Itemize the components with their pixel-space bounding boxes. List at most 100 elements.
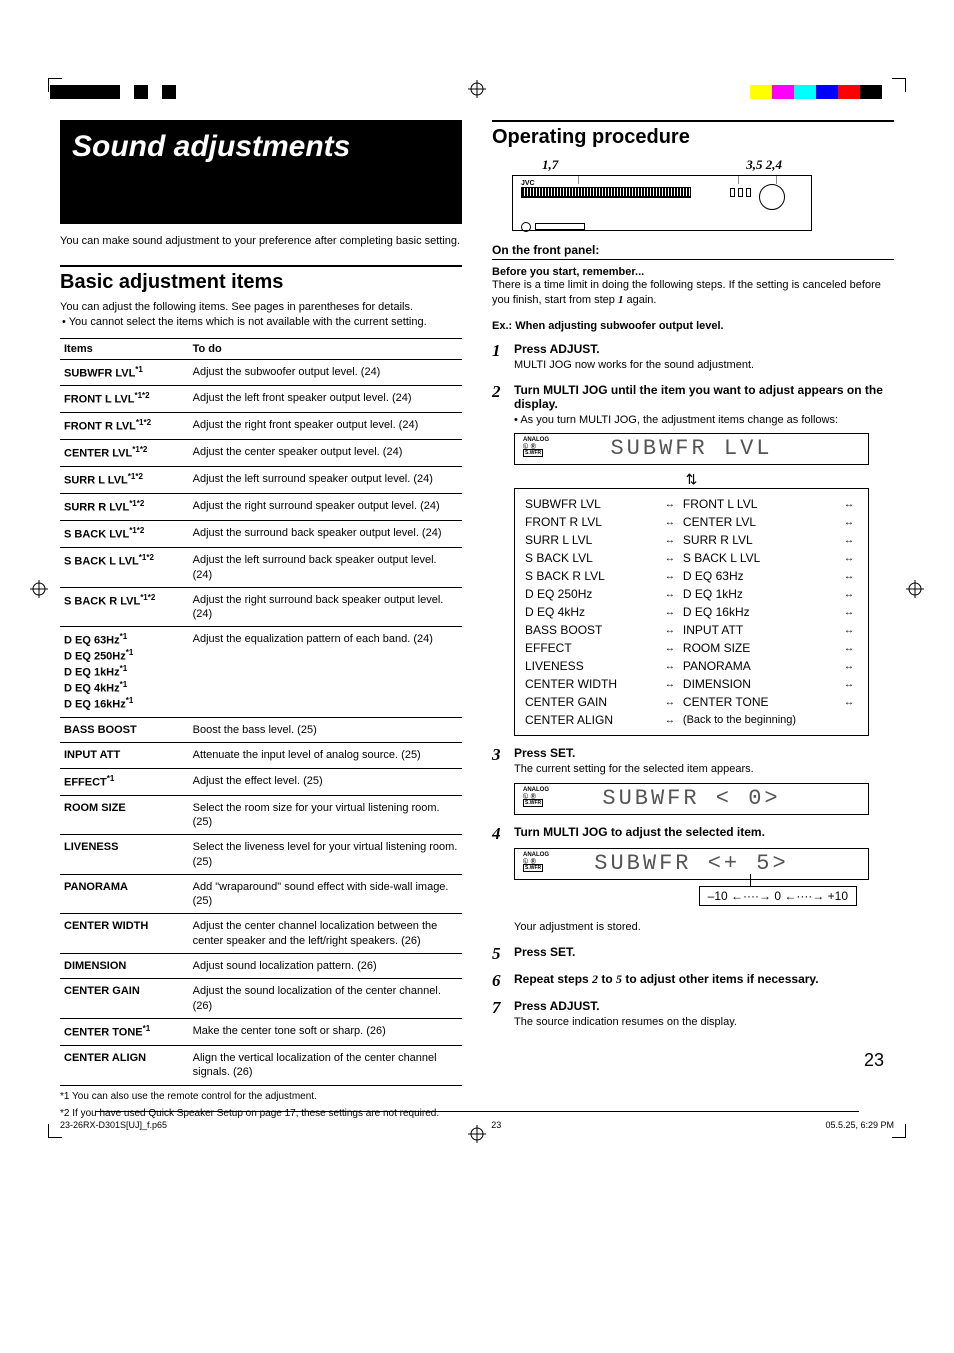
lcd-text: SUBWFR <+ 5> bbox=[523, 853, 860, 875]
step-number: 6 bbox=[492, 972, 506, 989]
item-desc: Adjust the subwoofer output level. (24) bbox=[189, 359, 462, 386]
item-name: BASS BOOST bbox=[60, 718, 189, 743]
flow-down-arrow-icon: ⇅ bbox=[514, 471, 869, 488]
flow-item: D EQ 4kHz bbox=[525, 605, 657, 619]
flow-item: D EQ 250Hz bbox=[525, 587, 657, 601]
double-arrow-icon: ↔ bbox=[661, 589, 679, 600]
flow-item: CENTER WIDTH bbox=[525, 677, 657, 691]
item-desc: Make the center tone soft or sharp. (26) bbox=[189, 1018, 462, 1045]
subhead-front-panel: On the front panel: bbox=[492, 243, 894, 260]
step-title: Press SET. bbox=[514, 945, 894, 959]
table-row: CENTER ALIGNAlign the vertical localizat… bbox=[60, 1045, 462, 1085]
footnote-2: *2 If you have used Quick Speaker Setup … bbox=[60, 1107, 462, 1120]
item-name: EFFECT*1 bbox=[60, 768, 189, 795]
double-arrow-icon: ↔ bbox=[840, 661, 858, 672]
table-row: SURR R LVL*1*2Adjust the right surround … bbox=[60, 494, 462, 521]
step-title: Press SET. bbox=[514, 746, 894, 760]
footer-pagenum: 23 bbox=[491, 1120, 501, 1130]
table-row: FRONT R LVL*1*2Adjust the right front sp… bbox=[60, 413, 462, 440]
table-row: SUBWFR LVL*1Adjust the subwoofer output … bbox=[60, 359, 462, 386]
flow-item: D EQ 16kHz bbox=[683, 605, 836, 619]
crop-mark bbox=[882, 78, 906, 102]
step-text: The source indication resumes on the dis… bbox=[514, 1015, 894, 1030]
slider-range-diagram: –10 ←····→ 0 ←····→ +10 bbox=[514, 886, 869, 920]
item-desc: Adjust the right surround back speaker o… bbox=[189, 587, 462, 627]
table-row: EFFECT*1Adjust the effect level. (25) bbox=[60, 768, 462, 795]
flow-item: FRONT R LVL bbox=[525, 515, 657, 529]
step-6: 6 Repeat steps 2 to 5 to adjust other it… bbox=[492, 972, 894, 989]
crop-mark bbox=[48, 78, 72, 102]
flow-item: S BACK LVL bbox=[525, 551, 657, 565]
item-name: PANORAMA bbox=[60, 874, 189, 914]
item-desc: Adjust the center speaker output level. … bbox=[189, 440, 462, 467]
flow-item: DIMENSION bbox=[683, 677, 836, 691]
item-desc: Add "wraparound" sound effect with side-… bbox=[189, 874, 462, 914]
item-desc: Adjust the left front speaker output lev… bbox=[189, 386, 462, 413]
device-brand: JVC bbox=[521, 180, 535, 187]
table-row: SURR L LVL*1*2Adjust the left surround s… bbox=[60, 467, 462, 494]
step-title: Press ADJUST. bbox=[514, 999, 894, 1013]
table-row: CENTER WIDTHAdjust the center channel lo… bbox=[60, 914, 462, 954]
table-row: S BACK LVL*1*2Adjust the surround back s… bbox=[60, 521, 462, 548]
double-arrow-icon: ↔ bbox=[840, 697, 858, 708]
chapter-title: Sound adjustments bbox=[72, 130, 450, 164]
item-name: SURR L LVL*1*2 bbox=[60, 467, 189, 494]
double-arrow-icon: ↔ bbox=[840, 499, 858, 510]
item-name: CENTER WIDTH bbox=[60, 914, 189, 954]
crosshair-icon bbox=[906, 580, 924, 603]
footnote-1: *1 You can also use the remote control f… bbox=[60, 1090, 462, 1103]
chapter-title-box: Sound adjustments bbox=[60, 120, 462, 224]
table-header-items: Items bbox=[60, 338, 189, 359]
device-display-icon bbox=[521, 187, 691, 198]
item-name: CENTER ALIGN bbox=[60, 1045, 189, 1085]
double-arrow-icon: ↔ bbox=[840, 589, 858, 600]
item-name: CENTER TONE*1 bbox=[60, 1018, 189, 1045]
lcd-display-1: ANALOGⓁ ⓇS.WFR SUBWFR LVL bbox=[514, 433, 869, 465]
item-name: SUBWFR LVL*1 bbox=[60, 359, 189, 386]
flow-item: S BACK R LVL bbox=[525, 569, 657, 583]
double-arrow-icon: ↔ bbox=[661, 643, 679, 654]
crosshair-icon bbox=[468, 80, 486, 103]
table-row: INPUT ATTAttenuate the input level of an… bbox=[60, 743, 462, 768]
table-row: DIMENSIONAdjust sound localization patte… bbox=[60, 954, 462, 979]
footer-filename: 23-26RX-D301S[UJ]_f.p65 bbox=[60, 1120, 167, 1130]
intro-text: You can make sound adjustment to your pr… bbox=[60, 234, 462, 249]
flow-item: SURR L LVL bbox=[525, 533, 657, 547]
step-3: 3 Press SET. The current setting for the… bbox=[492, 746, 894, 777]
flow-item: LIVENESS bbox=[525, 659, 657, 673]
flow-item: S BACK L LVL bbox=[683, 551, 836, 565]
item-name: S BACK L LVL*1*2 bbox=[60, 548, 189, 588]
table-row: FRONT L LVL*1*2Adjust the left front spe… bbox=[60, 386, 462, 413]
item-desc: Adjust the effect level. (25) bbox=[189, 768, 462, 795]
flow-item: CENTER LVL bbox=[683, 515, 836, 529]
table-header-todo: To do bbox=[189, 338, 462, 359]
before-start-text: There is a time limit in doing the follo… bbox=[492, 278, 894, 308]
double-arrow-icon: ↔ bbox=[661, 517, 679, 528]
lcd-display-3: ANALOGⓁ ⓇS.WFR SUBWFR <+ 5> bbox=[514, 848, 869, 880]
flow-item: EFFECT bbox=[525, 641, 657, 655]
table-row: S BACK R LVL*1*2Adjust the right surroun… bbox=[60, 587, 462, 627]
before-start-label: Before you start, remember... bbox=[492, 266, 894, 278]
table-row: ROOM SIZESelect the room size for your v… bbox=[60, 795, 462, 835]
flow-item: (Back to the beginning) bbox=[683, 714, 836, 726]
step-number: 4 bbox=[492, 825, 506, 842]
double-arrow-icon: ↔ bbox=[840, 643, 858, 654]
registration-marks bbox=[0, 85, 954, 105]
flow-item: ROOM SIZE bbox=[683, 641, 836, 655]
crosshair-icon bbox=[468, 1125, 486, 1148]
table-row: BASS BOOSTBoost the bass level. (25) bbox=[60, 718, 462, 743]
table-row: S BACK L LVL*1*2Adjust the left surround… bbox=[60, 548, 462, 588]
table-row: CENTER GAINAdjust the sound localization… bbox=[60, 979, 462, 1019]
double-arrow-icon: ↔ bbox=[840, 553, 858, 564]
item-name: INPUT ATT bbox=[60, 743, 189, 768]
table-row: CENTER TONE*1Make the center tone soft o… bbox=[60, 1018, 462, 1045]
step-1: 1 Press ADJUST. MULTI JOG now works for … bbox=[492, 342, 894, 373]
double-arrow-icon: ↔ bbox=[840, 517, 858, 528]
crosshair-icon bbox=[30, 580, 48, 603]
double-arrow-icon: ↔ bbox=[661, 625, 679, 636]
double-arrow-icon: ↔ bbox=[840, 607, 858, 618]
lcd-text: SUBWFR LVL bbox=[523, 438, 860, 460]
multi-jog-knob-icon bbox=[759, 184, 785, 210]
table-row: D EQ 63Hz*1D EQ 250Hz*1D EQ 1kHz*1D EQ 4… bbox=[60, 627, 462, 718]
step-4: 4 Turn MULTI JOG to adjust the selected … bbox=[492, 825, 894, 842]
